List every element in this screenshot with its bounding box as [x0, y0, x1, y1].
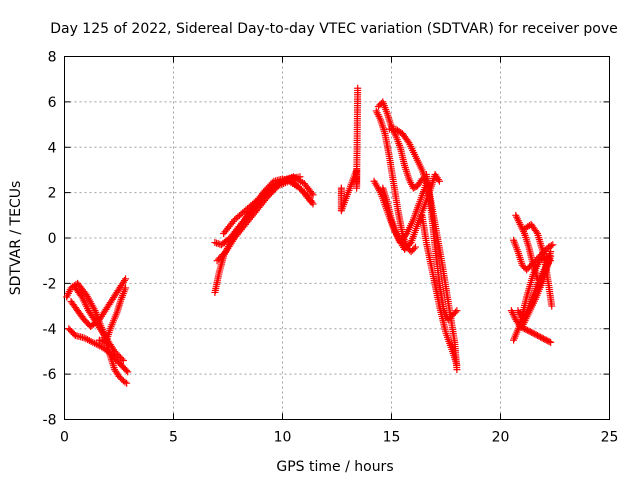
data-point — [122, 284, 130, 292]
x-tick-label: 20 — [492, 430, 510, 446]
data-point — [547, 242, 555, 250]
y-tick-label: 0 — [48, 231, 57, 247]
data-point — [305, 196, 313, 204]
plot-frame — [64, 56, 610, 420]
data-point — [435, 177, 443, 185]
data-point — [122, 275, 130, 283]
data-point — [307, 198, 315, 206]
data-point — [354, 84, 362, 92]
data-point — [120, 277, 128, 285]
data-point — [544, 259, 552, 267]
data-point — [229, 218, 237, 226]
data-point — [122, 366, 130, 374]
data-point — [532, 228, 540, 236]
y-tick-label: -6 — [43, 367, 57, 383]
data-point — [547, 248, 555, 256]
data-point — [124, 368, 132, 376]
data-point — [410, 245, 418, 253]
grid — [64, 56, 610, 420]
data-point — [543, 261, 551, 269]
y-tick-label: 6 — [48, 95, 57, 111]
data-point — [308, 189, 316, 197]
data-point — [434, 176, 442, 184]
data-point — [545, 338, 553, 346]
data-point — [123, 379, 131, 387]
x-tick-label: 0 — [60, 430, 69, 446]
y-tick-label: -8 — [43, 413, 57, 429]
chart-title: Day 125 of 2022, Sidereal Day-to-day VTE… — [50, 21, 618, 37]
y-tick-label: -2 — [43, 276, 57, 292]
y-tick-label: 4 — [48, 140, 57, 156]
data-point — [453, 361, 461, 369]
data-point — [451, 308, 459, 316]
x-tick-label: 10 — [274, 430, 292, 446]
x-tick-label: 25 — [601, 430, 619, 446]
data-point — [417, 177, 425, 185]
data-point — [522, 311, 530, 319]
data-point — [411, 243, 419, 251]
data-points — [63, 84, 557, 387]
data-point — [547, 338, 555, 346]
data-point — [548, 302, 556, 310]
y-tick-label: 8 — [48, 50, 57, 66]
data-point — [119, 357, 127, 365]
data-point — [309, 191, 317, 199]
data-point — [121, 378, 129, 386]
data-point — [268, 183, 276, 191]
x-tick-label: 5 — [169, 430, 178, 446]
x-tick-label: 15 — [383, 430, 401, 446]
data-point — [118, 355, 126, 363]
data-point — [549, 241, 557, 249]
axis-ticks: 0 5 10 15 20 25 -8 -6 -4 -2 0 2 4 6 8 — [43, 50, 619, 446]
data-point — [453, 307, 461, 315]
y-axis-label: SDTVAR / TECUs — [8, 181, 24, 296]
data-point — [296, 173, 304, 181]
x-axis-label: GPS time / hours — [276, 459, 393, 475]
y-tick-label: -4 — [43, 322, 57, 338]
y-tick-label: 2 — [48, 186, 57, 202]
